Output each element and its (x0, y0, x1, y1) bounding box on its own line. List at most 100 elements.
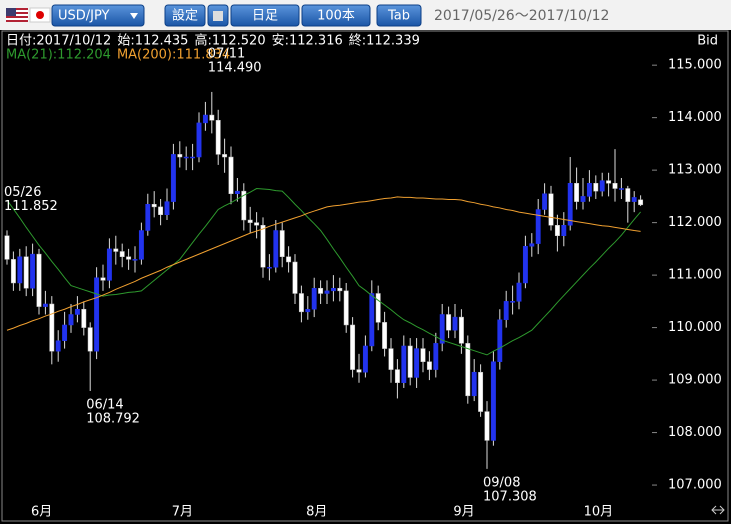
candle-body (631, 197, 637, 202)
candle-body (420, 348, 426, 362)
candle-body (94, 277, 100, 352)
candle-body (145, 204, 151, 231)
annotation-price: 107.308 (483, 489, 537, 504)
candle-body (183, 156, 189, 159)
candle-body (382, 322, 388, 349)
candle-body (337, 287, 343, 292)
symbol: USD/JPY (58, 9, 110, 24)
candle-body (177, 154, 183, 158)
button-label: 設定 (172, 8, 198, 24)
candle-body (401, 345, 407, 383)
candle-body (209, 114, 215, 121)
candle-body (458, 316, 464, 344)
candle-body (503, 301, 509, 320)
candle-body (510, 301, 516, 303)
period-button[interactable] (230, 4, 300, 27)
candle-body (202, 114, 208, 124)
info-text: 日付:2017/10/12 (6, 34, 111, 49)
scroll-icon[interactable] (711, 505, 725, 515)
candle-body (17, 256, 23, 284)
date-range: 2017/05/26～2017/10/12 (434, 8, 609, 24)
y-tick-label: 110.000 (668, 320, 722, 335)
candle-body (465, 343, 471, 397)
candle-body (350, 324, 356, 370)
candle-body (356, 369, 362, 373)
settings-button[interactable] (164, 4, 206, 27)
x-tick-label: 8月 (306, 505, 327, 520)
legend-entry: MA(200):111.834 (117, 48, 230, 63)
candle-body (215, 120, 221, 155)
candle-body (362, 345, 368, 373)
candle-body (62, 324, 68, 341)
candle-body (87, 327, 93, 352)
candle-body (574, 183, 580, 202)
candle-body (548, 193, 554, 226)
candle-body (30, 253, 36, 289)
candle-body (599, 180, 605, 192)
candle-body (23, 256, 29, 289)
price-type: Bid (697, 34, 718, 49)
candle-body (516, 282, 522, 302)
candle-body (580, 196, 586, 202)
button-label: 日足 (252, 9, 278, 24)
candle-body (561, 224, 567, 236)
candle-body (522, 245, 528, 284)
button-label: Tab (387, 9, 410, 24)
candle-body (318, 287, 324, 294)
candle-body (478, 371, 484, 412)
candle-body (305, 308, 311, 313)
candle-body (81, 308, 87, 328)
candle-body (42, 303, 48, 307)
info-text: 始:112.435 (117, 34, 188, 49)
candle-body (330, 287, 336, 292)
info-text: 高:112.520 (194, 33, 265, 49)
tab-button[interactable] (376, 4, 422, 27)
ma-line (6, 196, 641, 331)
legend-entry: MA(21):112.204 (6, 48, 111, 63)
candle-body (554, 224, 560, 236)
candle-body (388, 348, 394, 370)
chart-area (0, 30, 731, 524)
candle-body (170, 154, 176, 202)
candle-body (260, 224, 266, 268)
annotation-date: 09/08 (483, 475, 520, 490)
annotation-price: 111.852 (4, 199, 58, 214)
candle-body (369, 293, 375, 347)
candle-body (292, 261, 298, 294)
candle-body (446, 314, 452, 331)
candle-body (68, 314, 74, 326)
candle-body (279, 230, 285, 257)
candle-body (151, 204, 157, 208)
candle-body (10, 259, 16, 284)
y-tick-label: 113.000 (668, 163, 722, 178)
candle-body (164, 201, 170, 216)
candle-body (343, 290, 349, 326)
candle-body (311, 287, 317, 310)
candle-body (625, 188, 631, 202)
candle-body (618, 188, 624, 190)
annotation-date: 05/26 (4, 185, 41, 200)
candle-body (529, 243, 535, 247)
candle-body (638, 199, 644, 206)
candle-body (113, 248, 119, 252)
candle-body (298, 293, 304, 313)
candle-body (490, 361, 496, 441)
candle-body (234, 190, 240, 195)
y-tick-label: 115.000 (668, 58, 722, 73)
candle-body (542, 193, 548, 210)
info-text: 安:112.316 (272, 34, 343, 49)
annotation-price: 108.792 (86, 412, 140, 427)
candle-body (414, 348, 420, 378)
candle-body (535, 209, 541, 244)
count-button[interactable] (301, 4, 371, 27)
symbol-select[interactable] (51, 4, 145, 27)
y-tick-label: 107.000 (668, 478, 722, 493)
candle-body (266, 266, 272, 269)
candle-body (606, 180, 612, 184)
candle-body (254, 222, 260, 226)
annotation-date: 07/11 (208, 46, 245, 61)
candle-body (138, 230, 144, 260)
candle-body (4, 235, 10, 260)
candle-body (132, 259, 138, 261)
x-tick-label: 7月 (172, 505, 193, 520)
